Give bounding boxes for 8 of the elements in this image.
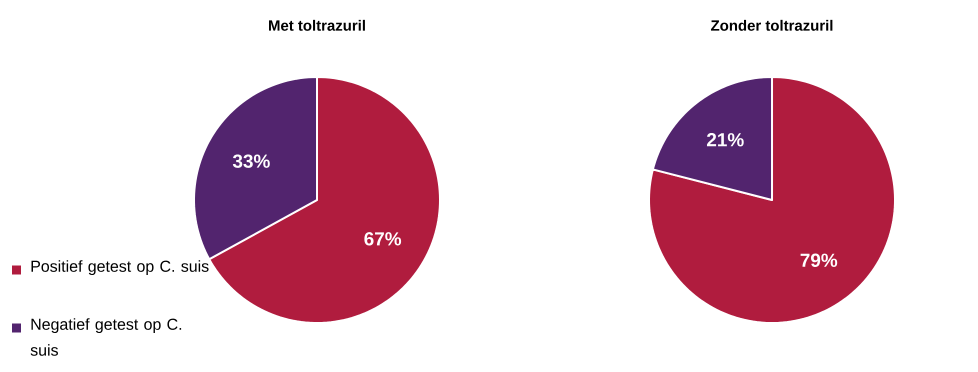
data-label: 33% xyxy=(232,154,270,168)
legend-label: Negatief getest op C. suis xyxy=(30,318,182,356)
data-label: 79% xyxy=(800,254,838,267)
legend-label: Positief getest op C. suis xyxy=(32,260,209,276)
chart-title: Met toltrazuril xyxy=(269,20,365,31)
data-label: 67% xyxy=(364,232,402,246)
data-label: 21% xyxy=(706,133,744,146)
chart-title: Zonder toltrazuril xyxy=(711,20,832,31)
